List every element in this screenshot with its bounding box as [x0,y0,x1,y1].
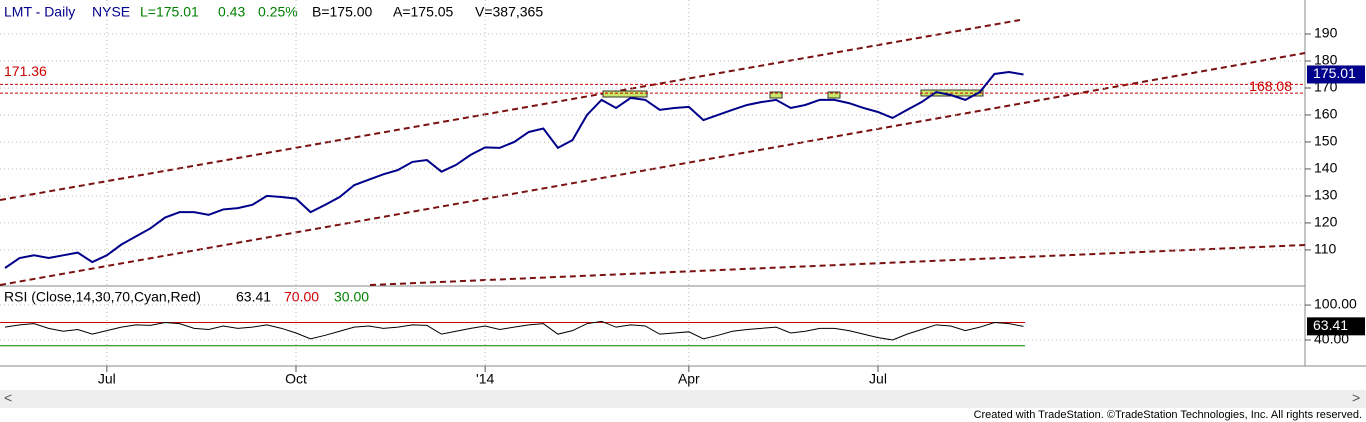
last-value-box [1307,65,1365,84]
y-tick-label: 160 [1314,106,1338,122]
exchange: NYSE [92,4,130,20]
highlight-box [769,91,783,99]
footer: Created with TradeStation. ©TradeStation… [974,409,1362,421]
scrollbar[interactable] [0,390,1366,408]
trend-line [0,19,1021,201]
rsi-title: RSI (Close,14,30,70,Cyan,Red) [4,289,201,305]
change-pct: 0.25% [258,4,298,20]
ask: A=175.05 [393,4,454,20]
level-label: 30.00 [334,289,369,305]
y-tick-label: 140 [1314,160,1338,176]
x-tick-label: Oct [285,371,307,387]
last-value-label: 175.01 [1313,65,1356,81]
series-line [4,320,1024,341]
highlight-box [602,90,648,98]
series-line [4,71,1024,269]
rsi-value: 63.41 [236,289,271,305]
symbol: LMT - Daily [4,4,75,20]
y-tick-label: 120 [1314,214,1338,230]
x-tick-label: Jul [869,371,887,387]
x-tick-label: Jul [98,371,116,387]
y-tick-label: 150 [1314,133,1338,149]
x-tick-label: Apr [678,371,700,387]
x-tick-label: '14 [476,371,494,387]
y-tick-label: 130 [1314,187,1338,203]
scroll-right[interactable]: > [1352,390,1360,406]
last-value-label: 63.41 [1313,317,1348,333]
last-value-box [1307,317,1365,336]
y-tick-label: 190 [1314,25,1338,41]
highlight-box [827,91,841,99]
reference-label: 171.36 [4,63,47,79]
y-tick-label: 100.00 [1314,296,1357,312]
y-tick-label: 110 [1314,241,1337,257]
volume: V=387,365 [475,4,543,20]
level-label: 70.00 [284,289,319,305]
scroll-left[interactable]: < [4,390,12,406]
reference-label: 168.08 [1249,78,1292,94]
y-tick-label: 180 [1314,52,1338,68]
trend-line [369,244,1306,286]
last-price: L=175.01 [140,4,199,20]
change: 0.43 [218,4,245,20]
bid: B=175.00 [312,4,373,20]
